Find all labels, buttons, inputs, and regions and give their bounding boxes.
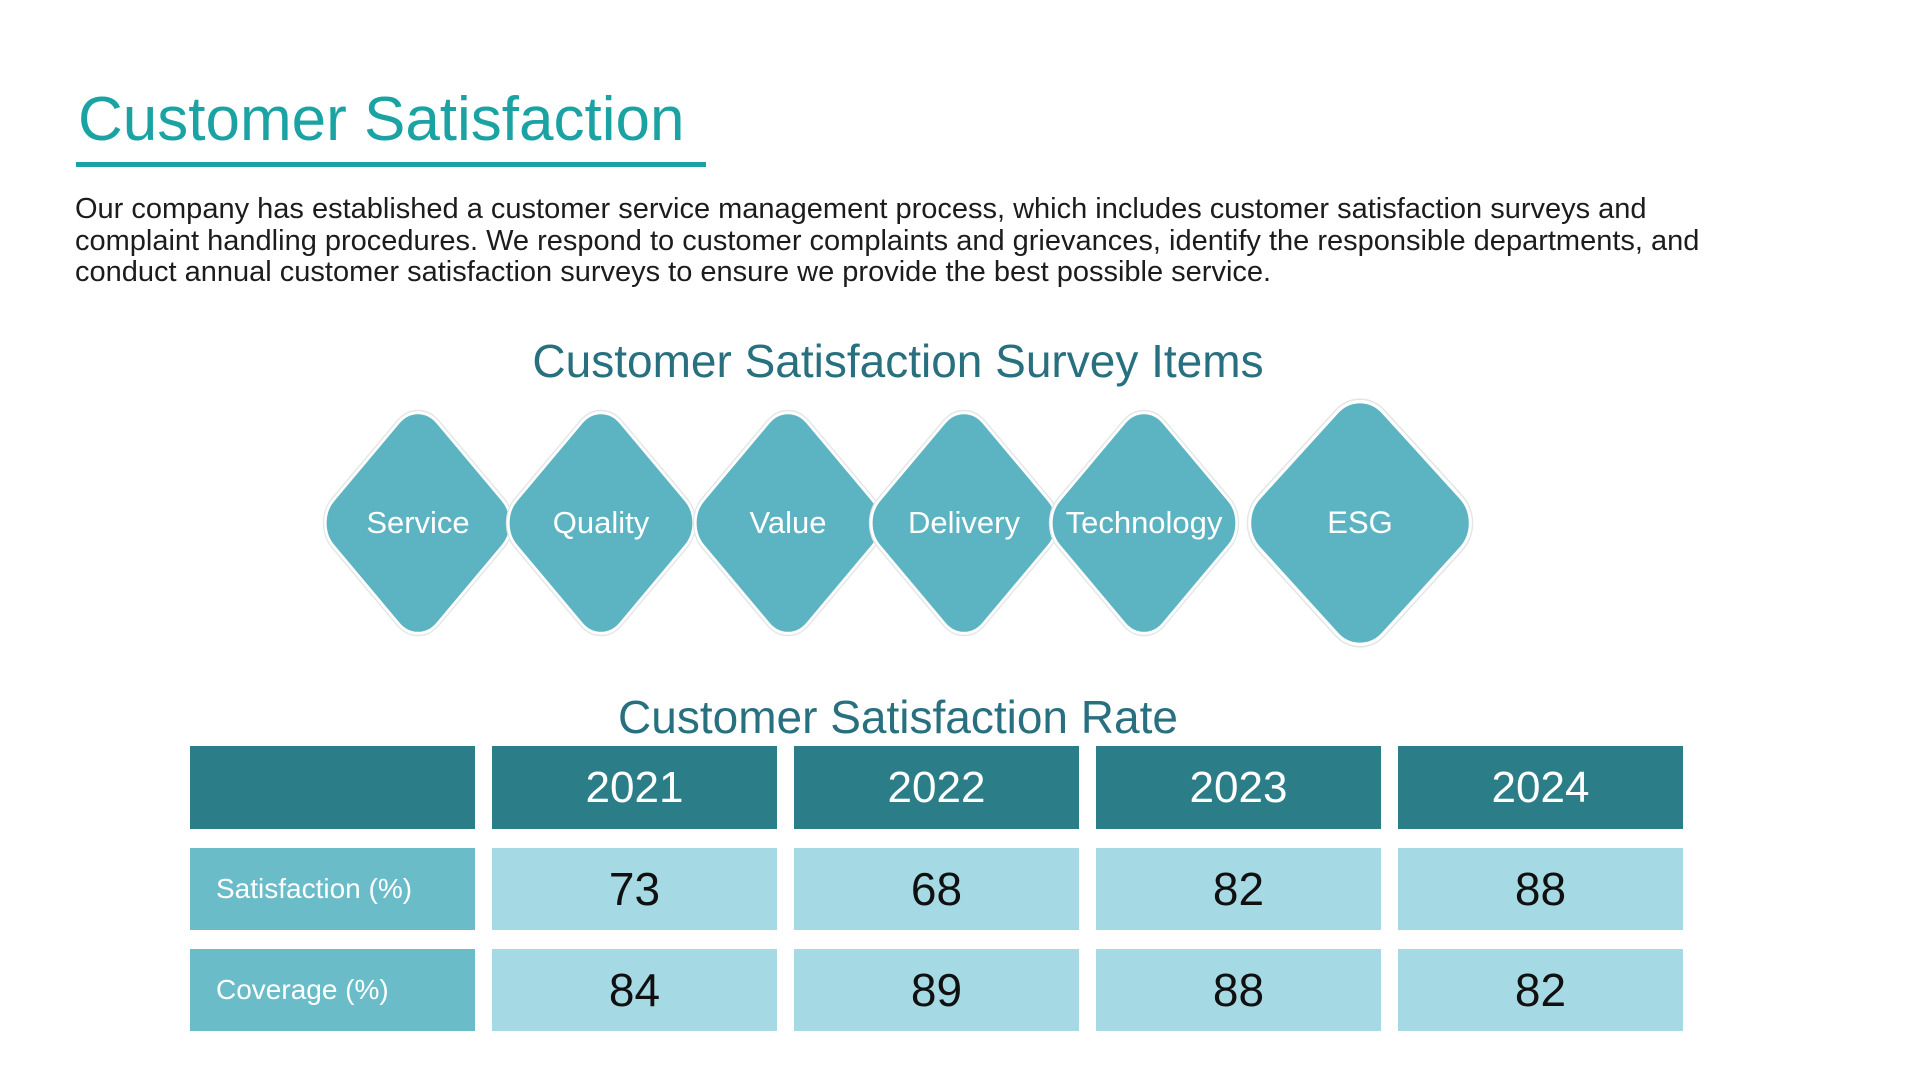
diamond-label: Delivery [908,505,1020,540]
survey-items-heading: Customer Satisfaction Survey Items [532,335,1264,387]
diamond-label: Service [366,505,470,540]
table-header-2023: 2023 [1096,746,1381,829]
table-cell: 68 [794,848,1079,930]
satisfaction-rate-table: 2021 2022 2023 2024 Satisfaction (%) 73 … [190,746,1683,1031]
row-label-coverage: Coverage (%) [190,949,475,1031]
intro-line: conduct annual customer satisfaction sur… [75,256,1272,288]
diamond-delivery: Delivery [858,397,1070,649]
diamond-label: Quality [552,505,650,540]
table-cell: 89 [794,949,1079,1031]
table-cell: 73 [492,848,777,930]
diamond-label: ESG [1327,504,1393,541]
table-header-2024: 2024 [1398,746,1683,829]
diamond-technology: Technology [1038,397,1250,649]
table-cell: 82 [1398,949,1683,1031]
diamond-quality: Quality [495,397,707,649]
page-title: Customer Satisfaction [76,85,707,168]
intro-line: complaint handling procedures. We respon… [75,224,1700,257]
row-label-satisfaction: Satisfaction (%) [190,848,475,930]
diamond-label: Technology [1065,505,1223,540]
diamond-service: Service [312,397,524,649]
table-cell: 88 [1398,848,1683,930]
table-cell: 88 [1096,949,1381,1031]
table-header-2021: 2021 [492,746,777,829]
satisfaction-rate-heading: Customer Satisfaction Rate [618,691,1178,743]
intro-line: Our company has established a customer s… [75,193,1647,225]
diamond-esg: ESG [1234,384,1486,662]
intro-paragraph: Our company has established a customer s… [75,193,1895,289]
table-cell: 82 [1096,848,1381,930]
table-cell: 84 [492,949,777,1031]
table-header-empty [190,746,475,829]
survey-items-diagram: Service Quality Value Delivery Technolog… [0,384,1920,662]
diamond-label: Value [749,505,827,540]
diamond-value: Value [682,397,894,649]
table-header-2022: 2022 [794,746,1079,829]
